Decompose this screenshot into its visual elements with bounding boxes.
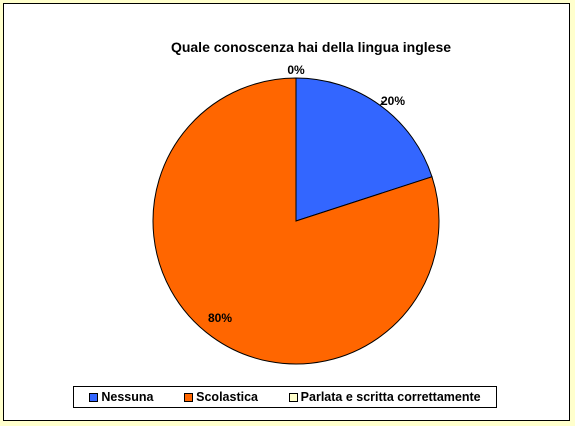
data-label-nessuna: 20%	[381, 94, 405, 108]
legend-swatch-parlata	[288, 392, 298, 402]
legend-label-nessuna: Nessuna	[101, 390, 154, 404]
legend: Nessuna Scolastica Parlata e scritta cor…	[73, 386, 497, 408]
data-label-parlata-e-scritta-correttamente: 0%	[287, 63, 305, 77]
legend-item-scolastica: Scolastica	[184, 390, 258, 404]
legend-label-parlata: Parlata e scritta correttamente	[300, 390, 481, 404]
legend-label-scolastica: Scolastica	[196, 390, 258, 404]
chart-title: Quale conoscenza hai della lingua ingles…	[171, 39, 451, 55]
legend-item-nessuna: Nessuna	[89, 390, 153, 404]
pie-slice-scolastica	[152, 77, 440, 365]
data-label-scolastica: 80%	[208, 311, 232, 325]
legend-swatch-nessuna	[89, 392, 99, 402]
pie-slice-nessuna	[295, 77, 433, 222]
leader-line-nessuna	[379, 100, 383, 106]
legend-item-parlata: Parlata e scritta correttamente	[288, 390, 481, 404]
legend-swatch-scolastica	[184, 392, 194, 402]
